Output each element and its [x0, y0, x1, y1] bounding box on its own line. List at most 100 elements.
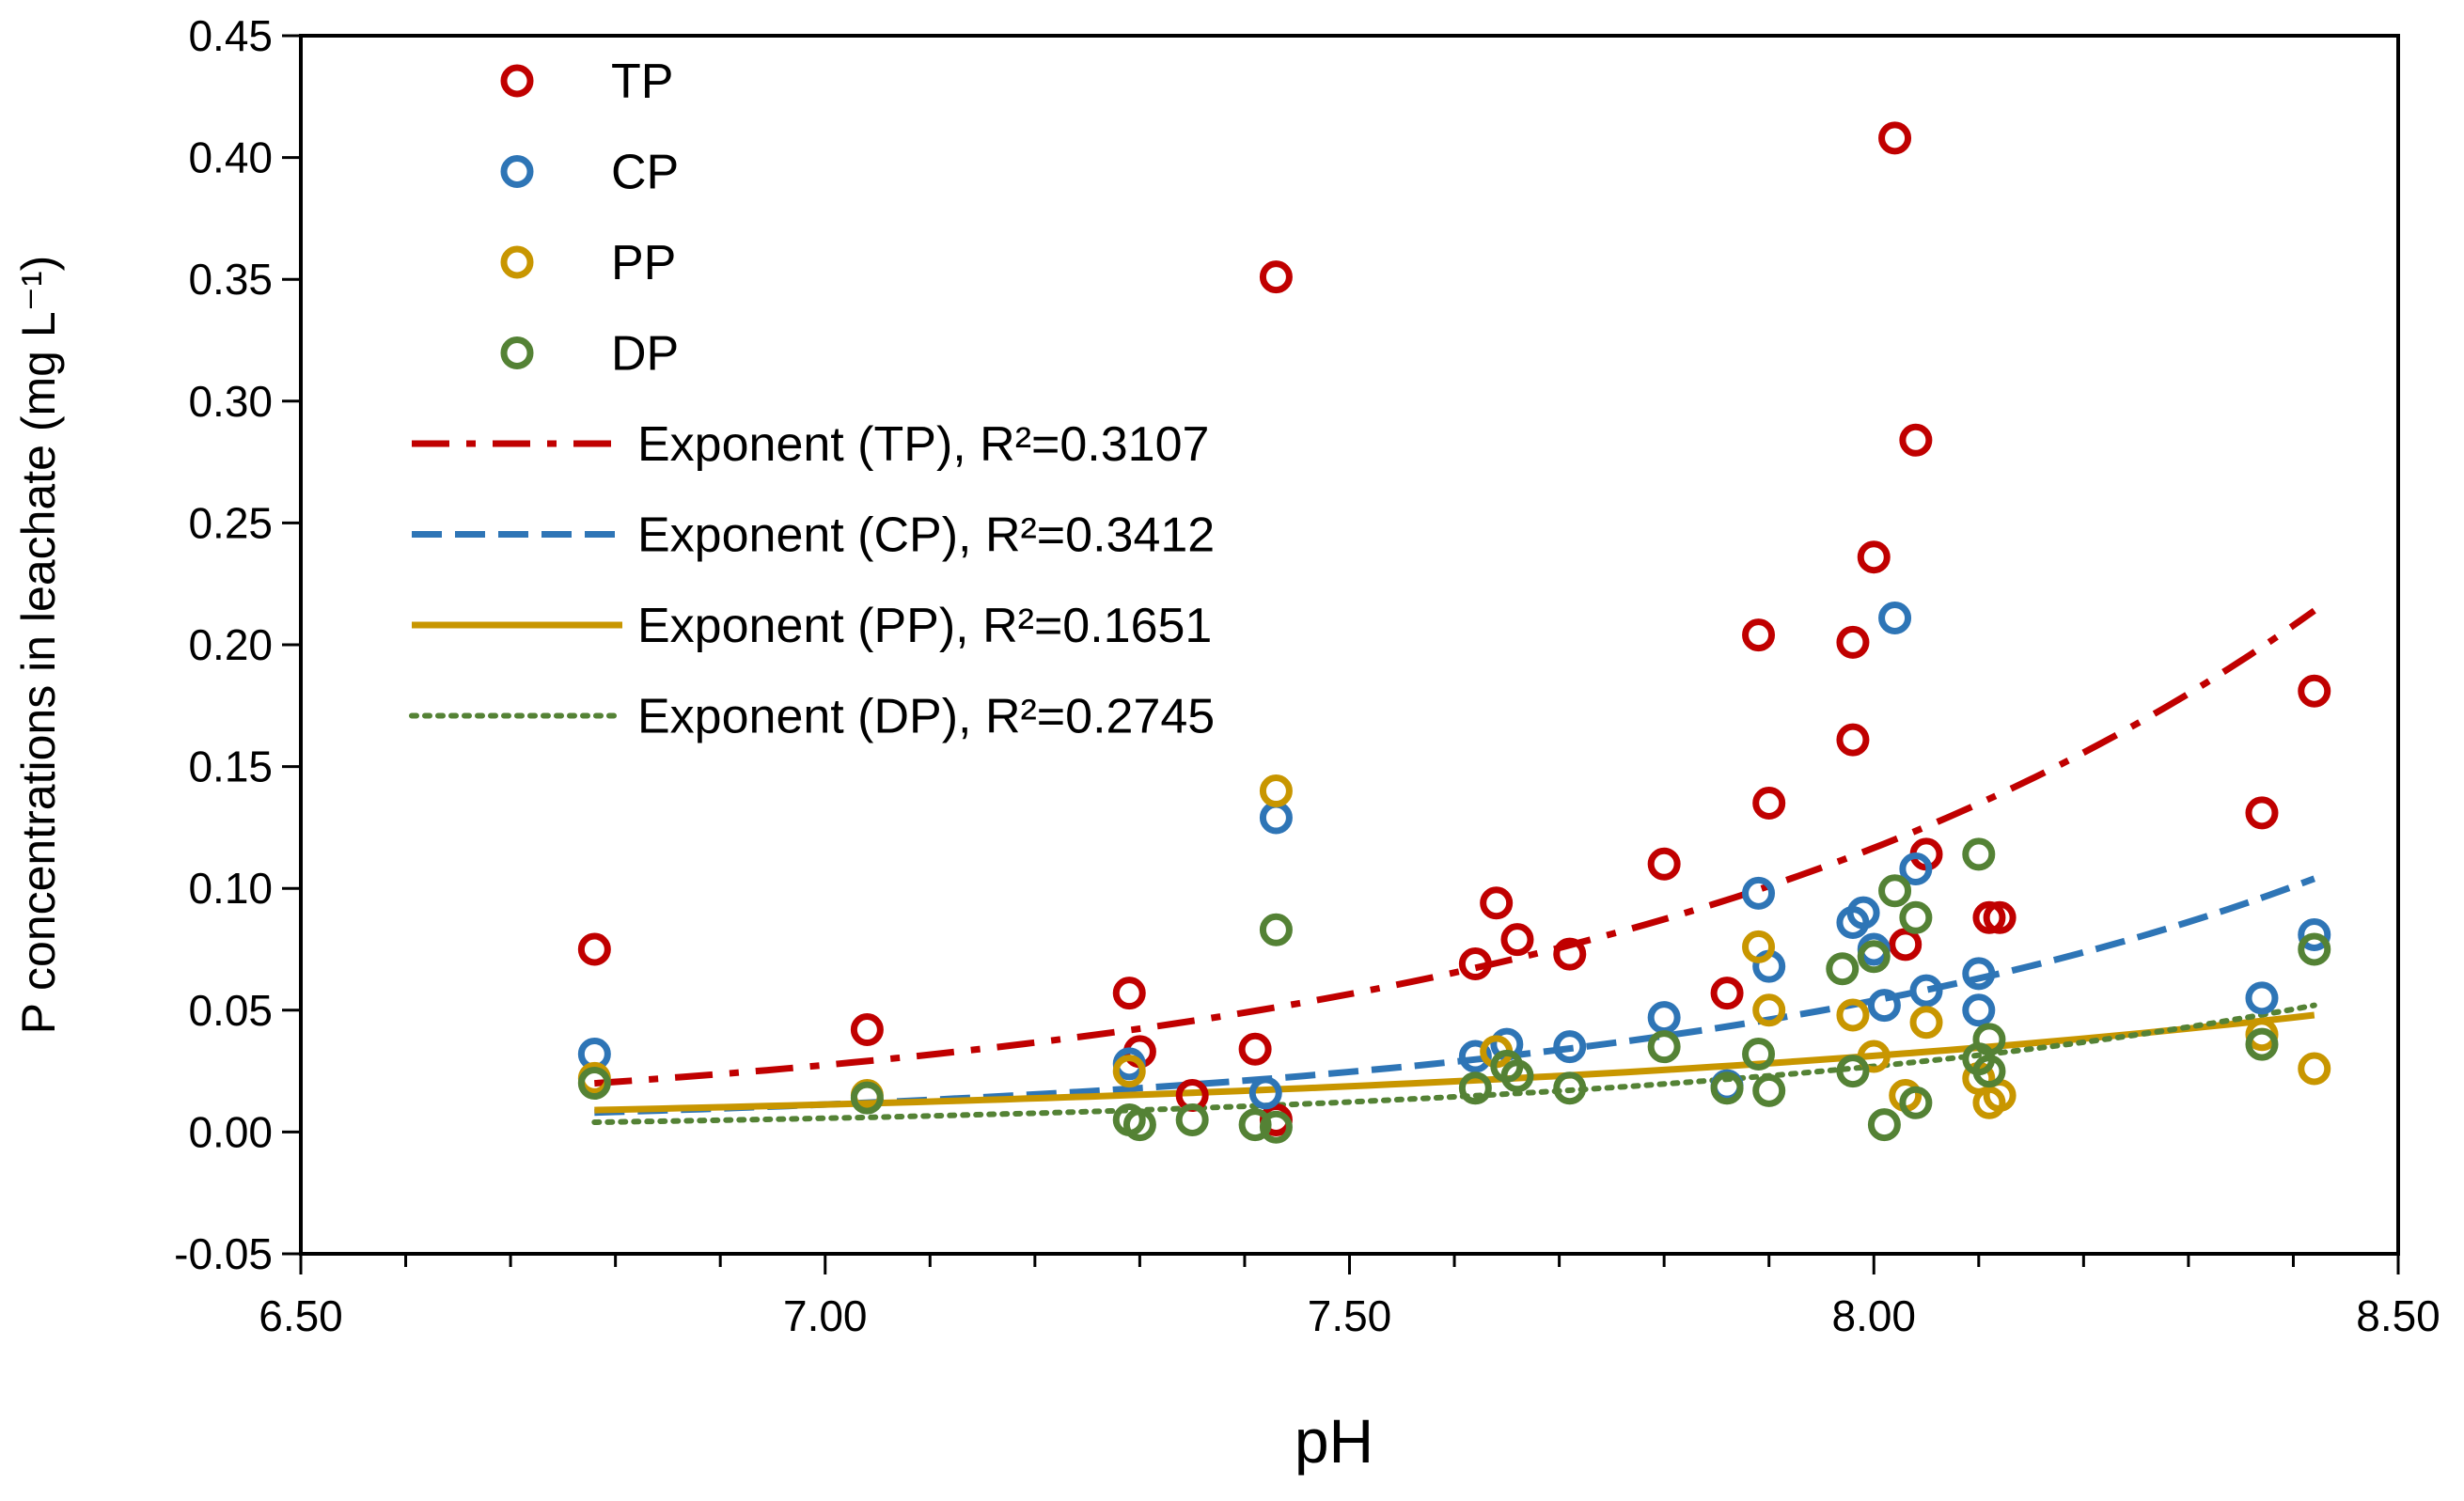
point-cp [1962, 957, 1996, 991]
point-tp [1458, 947, 1492, 981]
x-tick-label: 8.50 [2356, 1291, 2440, 1340]
point-tp [1500, 923, 1534, 957]
y-tick-label: 0.35 [188, 255, 273, 304]
point-dp [1836, 1055, 1870, 1088]
point-dp [577, 1067, 611, 1101]
point-tp [1878, 121, 1912, 155]
legend: TP CP PP DP Exponent (TP), R²=0.3107 Exponent… [409, 55, 1215, 744]
legend-label-tp: TP [611, 55, 673, 109]
legend-marker-cp [500, 155, 534, 188]
point-dp [1238, 1108, 1272, 1142]
legend-marker-pp [500, 245, 534, 279]
y-tick-label: 0.30 [188, 377, 273, 426]
point-pp [1836, 998, 1870, 1032]
point-dp [1962, 837, 1996, 871]
point-dp [2298, 932, 2331, 966]
x-axis-title: pH [1295, 1406, 1373, 1476]
point-dp [1259, 1110, 1293, 1144]
point-dp [2245, 1027, 2279, 1061]
point-tp [2245, 796, 2279, 830]
legend-label-exponent-tp-r-0-3107: Exponent (TP), R²=0.3107 [637, 417, 1209, 472]
plot-area [299, 34, 2400, 1256]
y-tick-label: 0.20 [188, 620, 273, 669]
point-dp [1742, 1037, 1776, 1071]
point-tp [1752, 786, 1786, 820]
point-pp [1857, 1040, 1891, 1073]
point-tp [1238, 1032, 1272, 1066]
y-axis-title: P concentrations in leachate (mg L⁻¹) [12, 256, 65, 1035]
y-tick-label: 0.45 [188, 11, 273, 60]
legend-label-exponent-dp-r-0-2745: Exponent (DP), R²=0.2745 [637, 690, 1215, 744]
point-pp [1742, 930, 1776, 963]
trendline-tp [594, 607, 2316, 1087]
point-cp [1553, 1030, 1587, 1064]
point-cp [1962, 993, 1996, 1027]
point-dp [1500, 1059, 1534, 1093]
point-dp [1826, 952, 1860, 986]
point-dp [1878, 874, 1912, 908]
legend-label-exponent-pp-r-0-1651: Exponent (PP), R²=0.1651 [637, 599, 1212, 653]
legend-label-cp: CP [611, 146, 679, 200]
point-pp [1112, 1055, 1146, 1088]
point-tp [1972, 900, 2006, 934]
point-dp [1867, 1108, 1901, 1142]
point-tp [2298, 674, 2331, 708]
axes: 6.50 7.00 7.50 8.00 8.50 -0.05 0.00 0.05 0.10 0.1… [174, 11, 2440, 1340]
point-pp [1259, 774, 1293, 808]
point-tp [850, 1013, 884, 1047]
point-dp [1899, 1086, 1933, 1119]
y-tick-label: 0.10 [188, 864, 273, 913]
point-tp [1983, 900, 2017, 934]
point-cp [1742, 876, 1776, 910]
point-tp [1647, 847, 1681, 881]
legend-marker-dp [500, 336, 534, 369]
point-tp [1857, 540, 1891, 574]
legend-label-exponent-cp-r-0-3412: Exponent (CP), R²=0.3412 [637, 508, 1215, 563]
point-dp [1899, 900, 1933, 934]
point-tp [1553, 937, 1587, 971]
point-tp [1480, 886, 1514, 920]
point-dp [1122, 1108, 1156, 1142]
point-dp [1752, 1073, 1786, 1107]
point-dp [1857, 940, 1891, 974]
point-tp [1742, 618, 1776, 652]
point-tp [1899, 423, 1933, 457]
data-points [577, 121, 2331, 1144]
point-pp [1752, 993, 1786, 1027]
point-pp [2298, 1052, 2331, 1086]
x-tick-label: 8.00 [1831, 1291, 1916, 1340]
point-dp [1972, 1023, 2006, 1056]
point-cp [1909, 974, 1943, 1008]
point-dp [1175, 1102, 1209, 1136]
y-tick-label: 0.05 [188, 986, 273, 1035]
trendline-dp [591, 1002, 2317, 1125]
point-dp [1458, 1071, 1492, 1105]
legend-label-dp: DP [611, 327, 679, 382]
x-tick-label: 7.50 [1308, 1291, 1392, 1340]
legend-label-pp: PP [611, 236, 676, 290]
point-cp [1846, 896, 1880, 930]
point-dp [1972, 1055, 2006, 1088]
legend-marker-tp [500, 64, 534, 98]
y-tick-label: -0.05 [174, 1229, 273, 1278]
point-cp [1458, 1040, 1492, 1073]
y-tick-label: 0.00 [188, 1107, 273, 1156]
x-tick-label: 7.00 [783, 1291, 868, 1340]
point-tp [1836, 723, 1870, 757]
point-cp [1248, 1076, 1282, 1110]
point-pp [1909, 1006, 1943, 1040]
point-cp [2298, 917, 2331, 951]
point-tp [1889, 928, 1923, 962]
point-tp [1112, 977, 1146, 1010]
point-cp [1899, 852, 1933, 885]
y-tick-label: 0.15 [188, 743, 273, 791]
point-cp [1878, 601, 1912, 634]
point-tp [577, 932, 611, 966]
y-tick-label: 0.25 [188, 498, 273, 547]
point-dp [1259, 913, 1293, 946]
point-dp [1647, 1030, 1681, 1064]
point-dp [850, 1081, 884, 1115]
point-tp [1259, 260, 1293, 294]
point-cp [1867, 989, 1901, 1023]
